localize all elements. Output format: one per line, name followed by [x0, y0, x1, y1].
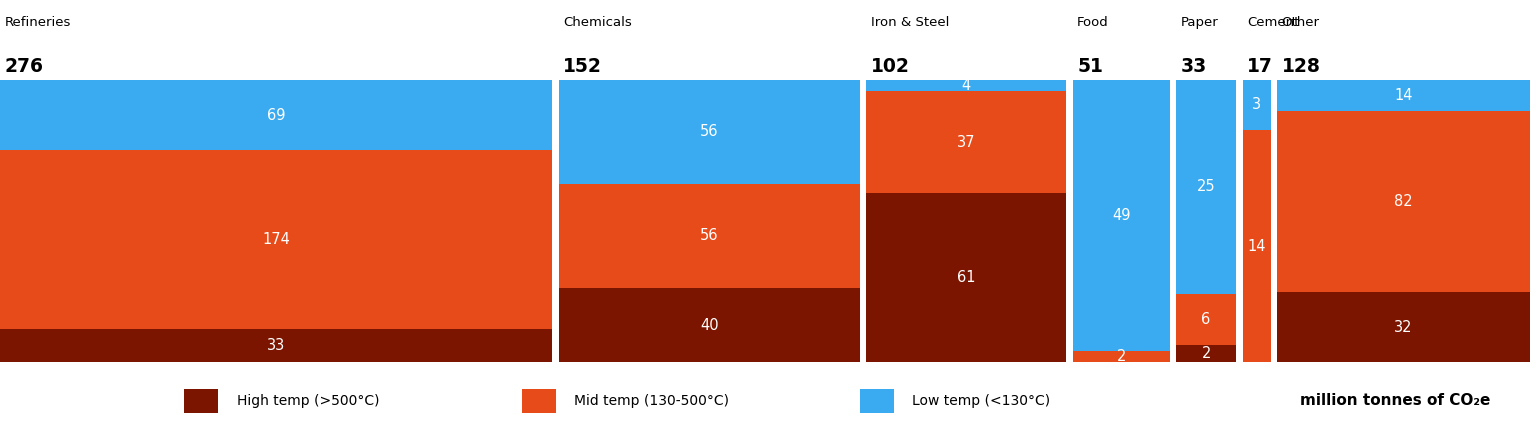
Text: Other: Other: [1281, 16, 1319, 29]
Text: 2: 2: [1117, 349, 1126, 364]
Bar: [866, 91, 1066, 193]
Bar: [559, 184, 860, 288]
Bar: [1072, 351, 1169, 362]
Text: 49: 49: [1112, 208, 1130, 223]
Text: 14: 14: [1395, 88, 1413, 103]
Bar: [1276, 110, 1530, 292]
Bar: [1175, 294, 1236, 345]
Text: 37: 37: [957, 135, 975, 149]
Text: 25: 25: [1197, 179, 1215, 194]
Bar: [866, 193, 1066, 362]
Text: 2: 2: [1201, 347, 1210, 362]
Bar: [1276, 292, 1530, 362]
Text: 51: 51: [1077, 57, 1103, 76]
Text: Paper: Paper: [1180, 16, 1218, 29]
Text: million tonnes of CO₂e: million tonnes of CO₂e: [1299, 393, 1490, 408]
Bar: [1276, 80, 1530, 110]
Bar: [0, 150, 553, 329]
Text: 40: 40: [700, 318, 719, 333]
Text: 6: 6: [1201, 312, 1210, 327]
Bar: [559, 288, 860, 362]
Text: 82: 82: [1395, 194, 1413, 209]
Bar: [1175, 80, 1236, 294]
Bar: [184, 389, 218, 412]
Bar: [522, 389, 556, 412]
Text: 56: 56: [700, 229, 719, 244]
Bar: [866, 80, 1066, 91]
Text: Low temp (<130°C): Low temp (<130°C): [912, 394, 1051, 408]
Text: Food: Food: [1077, 16, 1109, 29]
Bar: [1243, 80, 1270, 130]
Text: Refineries: Refineries: [5, 16, 71, 29]
Bar: [860, 389, 894, 412]
Text: Chemicals: Chemicals: [564, 16, 631, 29]
Text: 17: 17: [1247, 57, 1273, 76]
Bar: [1175, 345, 1236, 362]
Bar: [1072, 80, 1169, 351]
Text: Iron & Steel: Iron & Steel: [871, 16, 949, 29]
Bar: [1243, 130, 1270, 362]
Text: Cement: Cement: [1247, 16, 1299, 29]
Text: 69: 69: [267, 107, 286, 122]
Bar: [0, 329, 553, 362]
Text: 3: 3: [1252, 97, 1261, 112]
Text: 33: 33: [1180, 57, 1207, 76]
Bar: [0, 80, 553, 150]
Text: 102: 102: [871, 57, 909, 76]
Text: 61: 61: [957, 271, 975, 286]
Text: 14: 14: [1247, 239, 1266, 254]
Text: High temp (>500°C): High temp (>500°C): [237, 394, 379, 408]
Text: 174: 174: [263, 232, 290, 247]
Text: 56: 56: [700, 124, 719, 139]
Text: 4: 4: [962, 78, 971, 93]
Text: 33: 33: [267, 338, 286, 353]
Text: Mid temp (130-500°C): Mid temp (130-500°C): [574, 394, 730, 408]
Text: 128: 128: [1281, 57, 1321, 76]
Bar: [559, 80, 860, 184]
Text: 276: 276: [5, 57, 43, 76]
Text: 32: 32: [1395, 320, 1413, 335]
Text: 152: 152: [564, 57, 602, 76]
